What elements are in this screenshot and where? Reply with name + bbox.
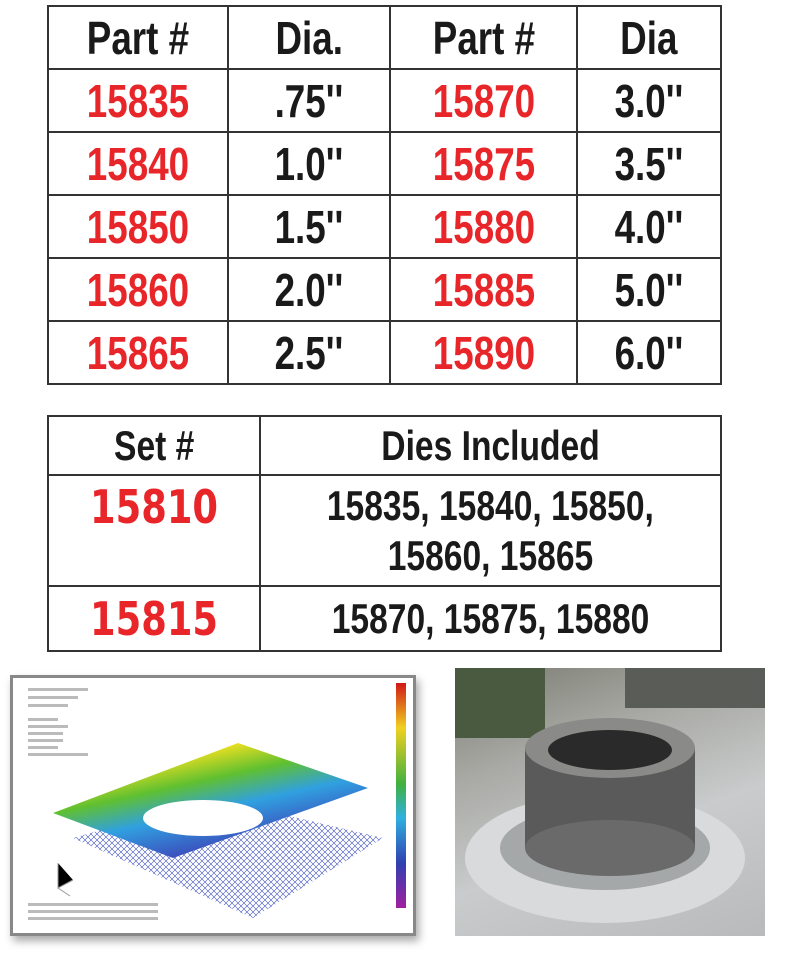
part-number: 15880 [389,194,578,259]
parts-table: Part # Dia. Part # Dia 15835.75'' 15870 3.… [47,5,722,385]
header-part: Part # [47,5,229,70]
die-photo-graphic [455,668,765,923]
part-number: 15875 [389,131,578,196]
fea-stress-analysis-image [10,675,416,936]
dies-included: 15835, 15840, 15850, 15860, 15865 [259,474,722,587]
part-number: 15890 [389,320,578,385]
table-row: 15850 1.5'' 15880 4.0'' [47,194,722,259]
diameter: 3.0'' [576,68,722,133]
table-header-row: Part # Dia. Part # Dia [47,5,722,70]
sets-table: Set # Dies Included 15810 15835, 15840, … [47,415,722,652]
part-number: 15835 [47,68,229,133]
header-set: Set # [47,415,261,476]
table-row: 15840 1.0'' 15875 3.5'' [47,131,722,196]
fea-plot-graphic [28,683,406,920]
part-number: 15850 [47,194,229,259]
part-number: 15860 [47,257,229,322]
part-number: 15885 [389,257,578,322]
diameter: 5.0'' [576,257,722,322]
diameter: 3.5'' [576,131,722,196]
diameter: 1.0'' [227,131,391,196]
diameter: 2.5'' [227,320,391,385]
table-row: 15815 15870, 15875, 15880 [47,585,722,652]
header-dia: Dia [576,5,722,70]
header-dies: Dies Included [259,415,722,476]
diameter: 6.0'' [576,320,722,385]
table-header-row: Set # Dies Included [47,415,722,476]
set-number: 15810 [47,474,261,587]
table-row: 15865 2.5'' 15890 6.0'' [47,320,722,385]
set-number: 15815 [47,585,261,652]
dies-included: 15870, 15875, 15880 [259,585,722,652]
table-row: 15860 2.0'' 15885 5.0'' [47,257,722,322]
part-number: 15840 [47,131,229,196]
part-number: 15865 [47,320,229,385]
table-row: 15810 15835, 15840, 15850, 15860, 15865 [47,474,722,587]
die-product-photo [455,668,765,936]
table-row: 15835.75'' 15870 3.0'' [47,68,722,133]
diameter: 1.5'' [227,194,391,259]
diameter: 2.0'' [227,257,391,322]
header-part: Part # [389,5,578,70]
part-number: 15870 [389,68,578,133]
header-dia: Dia. [227,5,391,70]
diameter: .75'' [227,68,391,133]
diameter: 4.0'' [576,194,722,259]
